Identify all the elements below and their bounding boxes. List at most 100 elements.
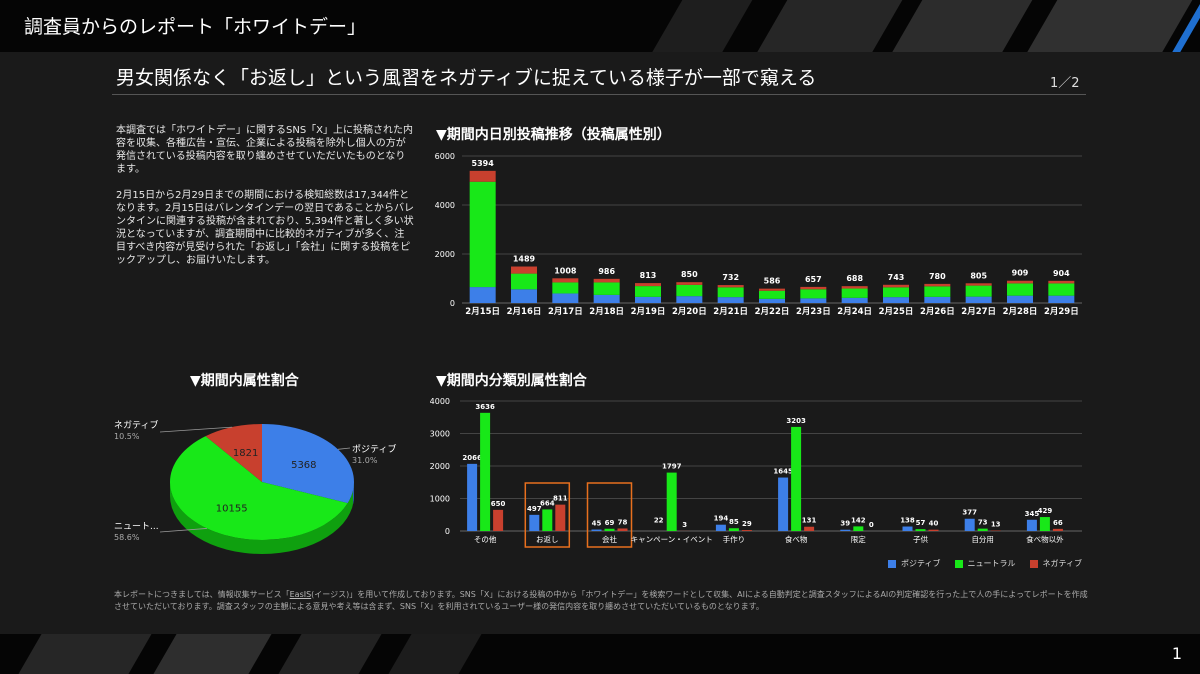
pie-callout-percent: 58.6%: [114, 533, 140, 542]
category-value-label: 650: [491, 500, 506, 508]
daily-x-tick-label: 2月28日: [1003, 307, 1038, 317]
daily-total-label: 780: [929, 272, 946, 281]
daily-bar-segment: [841, 288, 868, 298]
pie-depth: [170, 482, 354, 554]
highlight-box: [586, 482, 633, 548]
category-x-tick-label: 子供: [913, 534, 928, 544]
category-value-label: 194: [714, 515, 729, 523]
pie-value-label: 1821: [233, 448, 258, 459]
category-x-tick-label: キャンペーン・イベント: [631, 535, 713, 544]
category-bar: [791, 426, 802, 531]
category-value-label: 2066: [462, 454, 482, 462]
intro-paragraph-1: 本調査では「ホワイトデー」に関するSNS「X」上に投稿された内容を収集、各種広告…: [116, 125, 414, 175]
category-value-label: 78: [618, 518, 628, 526]
daily-bar-segment: [717, 297, 744, 303]
daily-bar-segment: [511, 289, 537, 303]
category-bar: [1039, 517, 1050, 531]
category-x-tick-label: その他: [474, 534, 497, 544]
footnote-pre: 本レポートにつきましては、情報収集サービス「: [114, 590, 290, 599]
category-x-tick-label: 会社: [602, 534, 617, 544]
category-x-tick-label: 食べ物: [785, 534, 808, 544]
category-value-label: 377: [962, 509, 977, 517]
category-bar: [604, 528, 615, 531]
daily-x-tick-label: 2月16日: [507, 307, 542, 317]
category-value-label: 73: [978, 519, 988, 527]
footnote: 本レポートにつきましては、情報収集サービス「EasIS(イージス)」を用いて作成…: [114, 589, 1094, 613]
daily-x-tick-label: 2月29日: [1044, 307, 1079, 317]
category-chart-title: ▼期間内分類別属性割合: [436, 373, 587, 389]
pie-slice: [205, 424, 262, 482]
daily-bar-segment: [593, 282, 620, 295]
daily-bar-segment: [759, 288, 785, 291]
daily-total-label: 743: [888, 273, 905, 282]
daily-bar-segment: [593, 278, 620, 283]
category-value-label: 57: [916, 519, 926, 527]
category-y-tick-label: 2000: [430, 462, 450, 471]
pie-callout-line: [159, 426, 233, 433]
pie-callout-line: [159, 528, 207, 533]
category-value-label: 1797: [662, 463, 682, 471]
daily-bar-segment: [1007, 295, 1033, 303]
category-bar: [804, 526, 815, 531]
daily-bar-segment: [883, 297, 909, 303]
daily-bar-segment: [800, 289, 827, 299]
daily-bar-segment: [676, 282, 703, 285]
category-bar: [542, 509, 553, 531]
footer-stripe: [382, 634, 488, 674]
pie-callout-line: [337, 447, 351, 450]
daily-total-label: 586: [764, 277, 781, 286]
footer-bar: 1: [0, 634, 1200, 674]
category-bar: [902, 526, 913, 531]
daily-x-tick-label: 2月25日: [879, 307, 914, 317]
category-value-label: 1645: [773, 468, 793, 476]
headline: 男女関係なく「お返し」という風習をネガティブに捉えている様子が一部で窺える: [116, 67, 817, 89]
daily-bar-segment: [469, 287, 496, 303]
daily-total-label: 1008: [554, 266, 577, 275]
pie-callout-name: ニュート...: [114, 522, 159, 532]
daily-y-tick-label: 0: [450, 299, 455, 308]
legend-swatch-neutral: [954, 559, 963, 568]
daily-x-tick-label: 2月23日: [796, 307, 831, 317]
daily-bar-segment: [511, 266, 537, 274]
easis-link[interactable]: EasIS: [289, 590, 312, 599]
daily-bar-segment: [676, 284, 703, 297]
legend-label-positive: ポジティブ: [901, 559, 941, 568]
legend-label-neutral: ニュートラル: [967, 559, 1016, 568]
headline-divider: [112, 94, 1086, 95]
daily-total-label: 850: [681, 270, 698, 279]
category-bar: [555, 504, 566, 531]
category-chart-legend: ポジティブ ニュートラル ネガティブ: [888, 558, 1082, 569]
category-x-tick-label: お返し: [536, 535, 559, 544]
category-bar: [964, 518, 975, 531]
daily-bar-segment: [676, 296, 703, 303]
pie-value-label: 10155: [216, 504, 248, 515]
daily-x-tick-label: 2月19日: [631, 307, 666, 317]
category-bar: [529, 514, 540, 531]
daily-x-tick-label: 2月17日: [548, 307, 583, 317]
daily-bar-segment: [924, 286, 951, 297]
category-bar: [493, 509, 504, 531]
category-bar: [915, 529, 926, 531]
daily-total-label: 1489: [513, 255, 536, 264]
daily-bar-segment: [1048, 295, 1075, 303]
daily-bar-segment: [924, 296, 951, 303]
daily-x-tick-label: 2月24日: [837, 307, 872, 317]
legend-swatch-positive: [888, 559, 896, 568]
daily-bar-segment: [469, 170, 496, 182]
category-value-label: 345: [1025, 510, 1040, 518]
category-y-tick-label: 4000: [430, 397, 450, 406]
daily-total-label: 813: [640, 271, 657, 280]
category-bar: [853, 526, 864, 531]
category-value-label: 138: [900, 517, 915, 525]
daily-bar-segment: [800, 286, 827, 290]
category-bar: [1052, 528, 1063, 531]
category-value-label: 811: [553, 495, 568, 503]
daily-bar-segment: [635, 283, 661, 287]
daily-bar-segment: [883, 287, 909, 298]
category-value-label: 66: [1053, 519, 1063, 527]
daily-bar-segment: [717, 285, 744, 288]
pie-callout-percent: 31.0%: [352, 456, 378, 465]
footnote-post: (イージス)」を用いて作成しております。SNS「X」における投稿の中から「ホワイ…: [114, 590, 1088, 611]
category-value-label: 85: [729, 518, 739, 526]
daily-x-tick-label: 2月26日: [920, 307, 955, 317]
